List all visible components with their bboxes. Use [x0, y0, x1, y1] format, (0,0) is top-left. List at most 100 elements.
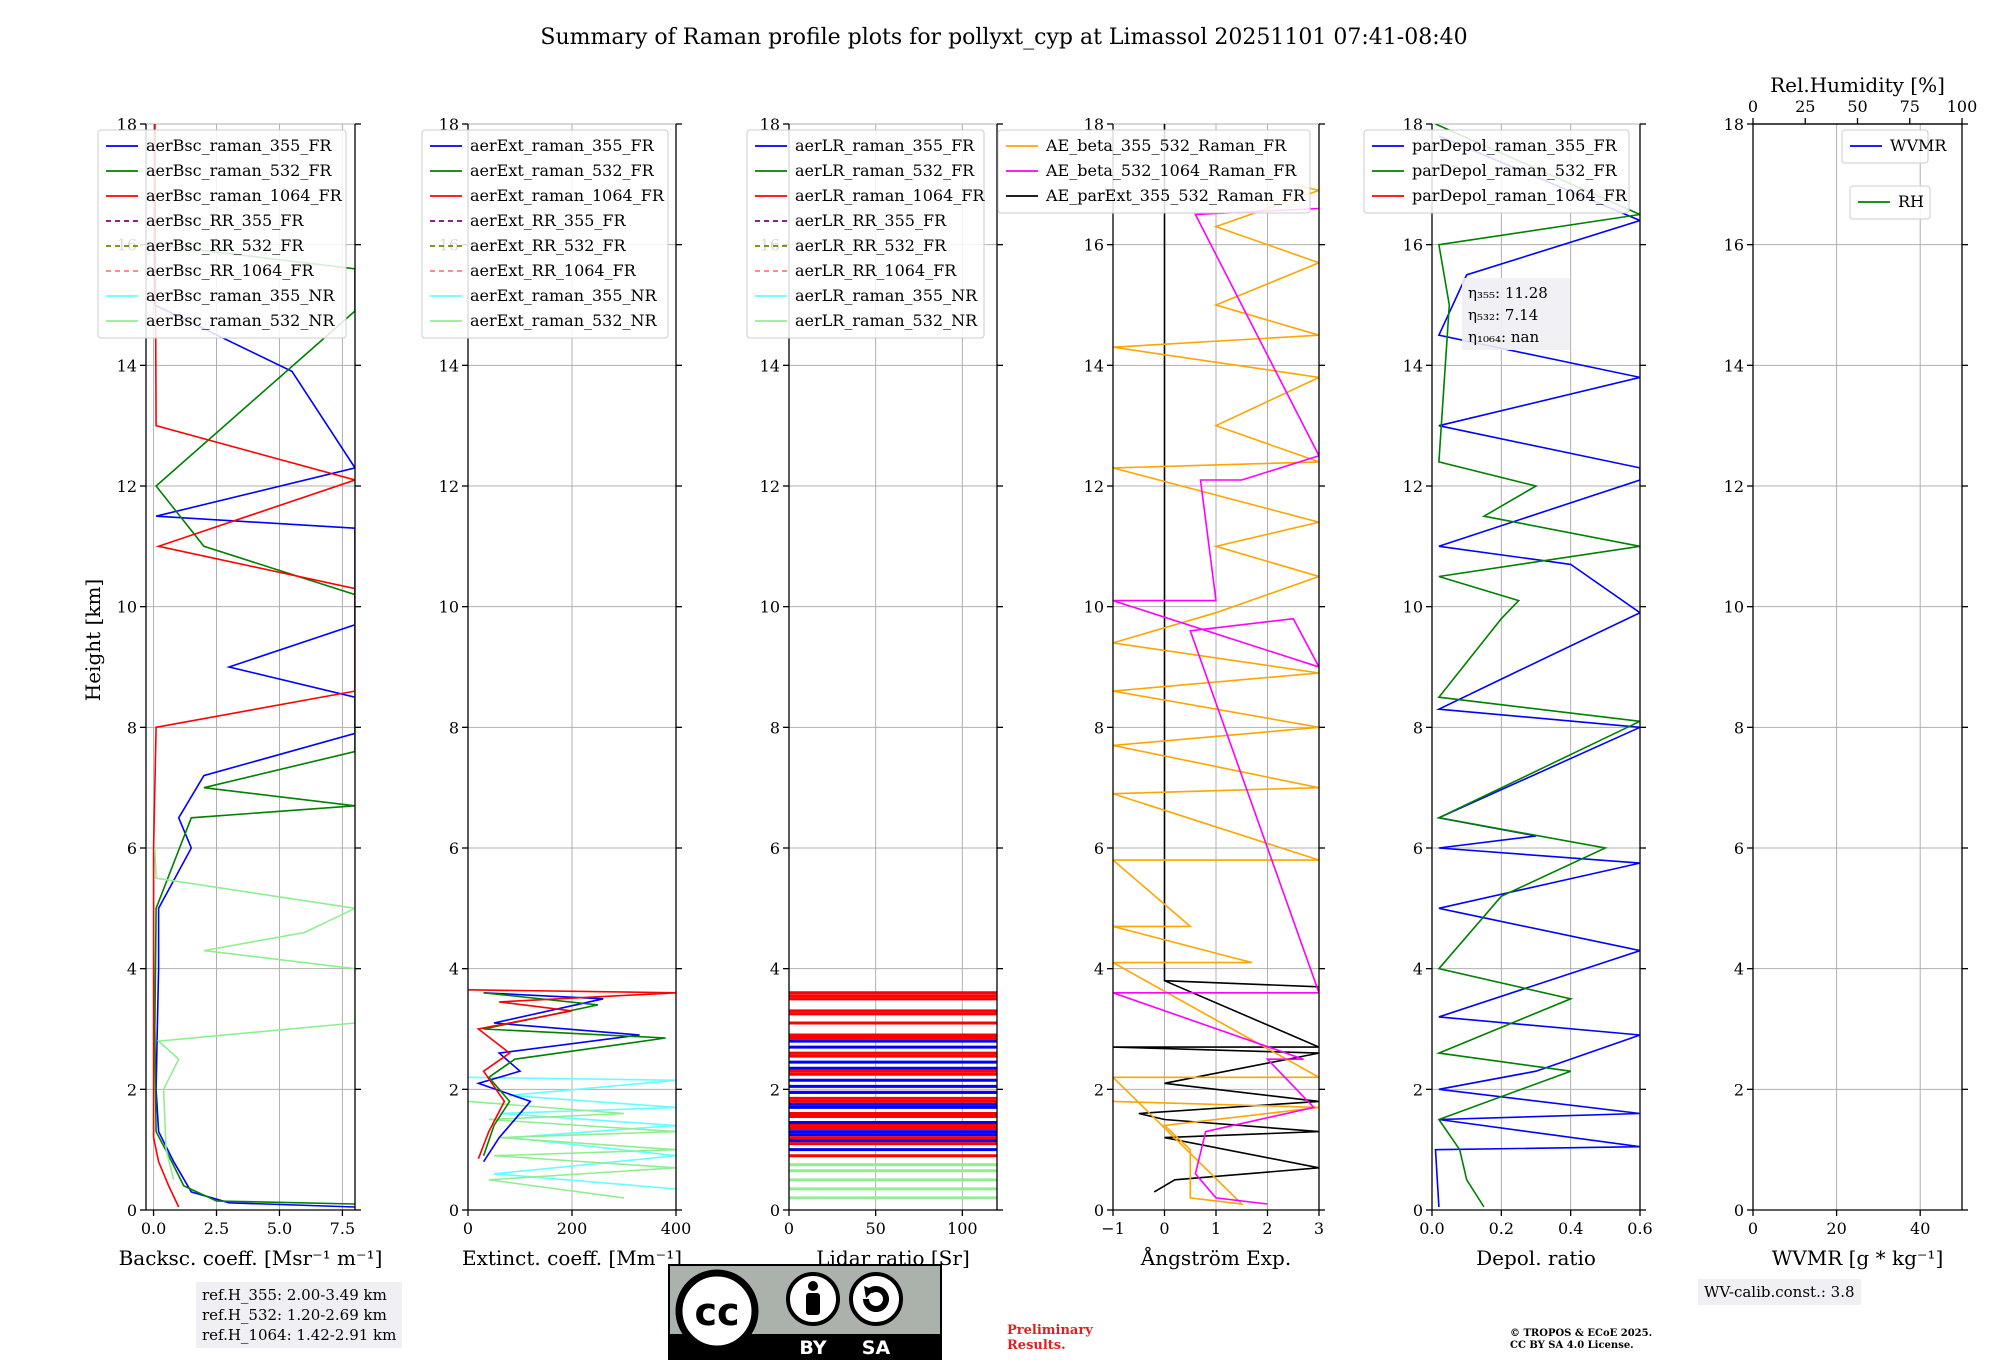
copyright-note: © TROPOS & ECoE 2025. CC BY SA 4.0 Licen… — [1510, 1328, 1652, 1352]
ae-ytick-label: 0 — [1094, 1201, 1104, 1220]
panel-lr: 024681012141618050100Lidar ratio [Sr]aer… — [746, 115, 1003, 1270]
ext-legend-label: aerExt_RR_355_FR — [470, 211, 627, 230]
series-aerExt_raman_1064_FR — [468, 989, 676, 1159]
bsc-legend-label: aerBsc_RR_1064_FR — [146, 261, 315, 280]
series-aerBsc_raman_1064_FR — [152, 124, 355, 1208]
ext-legend-label: aerExt_raman_355_FR — [470, 136, 655, 155]
wv-x-axis-label: WVMR [g * kg⁻¹] — [1772, 1246, 1944, 1270]
wv-top-xtick-label: 100 — [1947, 97, 1978, 116]
wv-xtick-label: 0 — [1748, 1219, 1758, 1238]
bsc-legend-label: aerBsc_raman_532_FR — [146, 161, 332, 180]
ae-legend-label: AE_beta_532_1064_Raman_FR — [1045, 161, 1297, 180]
preliminary-results-note: Preliminary Results. — [1007, 1323, 1093, 1353]
share-alike-arrowhead — [864, 1286, 874, 1298]
bsc-legend-label: aerBsc_raman_355_FR — [146, 136, 332, 155]
copyright-line-2: CC BY SA 4.0 License. — [1510, 1340, 1634, 1351]
depol-xtick-label: 0.6 — [1627, 1219, 1652, 1238]
cc-logo-text: cc — [694, 1290, 739, 1334]
ae-ytick-label: 12 — [1084, 477, 1104, 496]
depol-ytick-label: 14 — [1403, 356, 1423, 375]
bsc-xtick-label: 5.0 — [267, 1219, 292, 1238]
depol-ytick-label: 6 — [1413, 839, 1423, 858]
ae-xtick-label: −1 — [1101, 1219, 1125, 1238]
ext-ytick-label: 18 — [439, 115, 459, 134]
depol-x-axis-label: Depol. ratio — [1476, 1246, 1596, 1270]
sa-label: SA — [862, 1337, 891, 1359]
ae-ytick-label: 8 — [1094, 718, 1104, 737]
ae-ytick-label: 16 — [1084, 236, 1104, 255]
lr-legend-label: aerLR_RR_1064_FR — [795, 261, 957, 280]
depol-legend-label: parDepol_raman_355_FR — [1412, 136, 1618, 155]
lr-data — [789, 991, 997, 1200]
lr-ytick-label: 10 — [760, 598, 780, 617]
ref-h-532: ref.H_532: 1.20-2.69 km — [202, 1306, 387, 1324]
bsc-xtick-label: 7.5 — [330, 1219, 355, 1238]
ae-ytick-label: 6 — [1094, 839, 1104, 858]
ae-legend-box — [997, 129, 1311, 214]
depol-ytick-label: 18 — [1403, 115, 1423, 134]
series-parDepol_raman_532_FR — [1435, 124, 1640, 1208]
wv-legend-label: WVMR — [1890, 136, 1947, 155]
ext-legend-label: aerExt_RR_532_FR — [470, 236, 627, 255]
panel-ext: 0246810121416180200400Extinct. coeff. [M… — [421, 115, 692, 1270]
wv-ytick-label: 18 — [1724, 115, 1744, 134]
ext-legend-label: aerExt_RR_1064_FR — [470, 261, 637, 280]
series-aerExt_raman_355_NR — [468, 1076, 676, 1190]
preliminary-line-2: Results. — [1007, 1338, 1066, 1353]
ae-legend-label: AE_beta_355_532_Raman_FR — [1045, 136, 1287, 155]
ref-h-355: ref.H_355: 2.00-3.49 km — [202, 1286, 387, 1304]
ext-xtick-label: 0 — [463, 1219, 473, 1238]
copyright-line-1: © TROPOS & ECoE 2025. — [1510, 1328, 1653, 1339]
bsc-x-axis-label: Backsc. coeff. [Msr⁻¹ m⁻¹] — [119, 1246, 383, 1270]
bsc-ytick-label: 10 — [117, 598, 137, 617]
ae-ytick-label: 14 — [1084, 356, 1104, 375]
ext-xtick-label: 400 — [661, 1219, 692, 1238]
wv-xtick-label: 20 — [1826, 1219, 1846, 1238]
ae-ytick-label: 18 — [1084, 115, 1104, 134]
bsc-legend-label: aerBsc_raman_1064_FR — [146, 186, 343, 205]
ext-legend-label: aerExt_raman_532_FR — [470, 161, 655, 180]
ext-xtick-label: 200 — [557, 1219, 588, 1238]
wv-top-xtick-label: 25 — [1795, 97, 1815, 116]
lr-ytick-label: 2 — [770, 1080, 780, 1099]
lr-legend-label: aerLR_RR_355_FR — [795, 211, 947, 230]
bsc-ytick-label: 2 — [127, 1080, 137, 1099]
cc-by-sa-license-badge: cc BY SA — [668, 1264, 942, 1360]
wv-ytick-label: 4 — [1734, 960, 1744, 979]
ae-ytick-label: 4 — [1094, 960, 1104, 979]
ae-xtick-label: 0 — [1159, 1219, 1169, 1238]
lr-ytick-label: 6 — [770, 839, 780, 858]
lr-legend-label: aerLR_RR_532_FR — [795, 236, 947, 255]
share-alike-icon — [849, 1272, 903, 1326]
ext-ytick-label: 10 — [439, 598, 459, 617]
bsc-legend-label: aerBsc_RR_532_FR — [146, 236, 304, 255]
preliminary-line-1: Preliminary — [1007, 1323, 1093, 1338]
wv-legend-box — [1841, 129, 1929, 164]
bsc-ytick-label: 12 — [117, 477, 137, 496]
bsc-legend-label: aerBsc_RR_355_FR — [146, 211, 304, 230]
series-AE_beta_355_532_Raman_FR — [1113, 183, 1319, 1206]
wv-rh-legend-label: RH — [1898, 192, 1924, 211]
ext-ytick-label: 6 — [449, 839, 459, 858]
share-alike-arrow — [863, 1286, 889, 1312]
series-aerBsc_raman_532_NR — [154, 847, 355, 1180]
series-aerBsc_raman_355_FR — [154, 124, 355, 1208]
y-axis-label: Height [km] — [81, 579, 105, 701]
ae-ytick-label: 10 — [1084, 598, 1104, 617]
lr-legend-label: aerLR_raman_1064_FR — [795, 186, 985, 205]
person-body — [806, 1293, 820, 1315]
depol-eta-line: η₁₀₆₄: nan — [1468, 328, 1539, 346]
depol-legend-label: parDepol_raman_532_FR — [1412, 161, 1618, 180]
depol-ytick-label: 10 — [1403, 598, 1423, 617]
lr-legend-label: aerLR_raman_532_NR — [795, 311, 978, 330]
depol-ytick-label: 12 — [1403, 477, 1423, 496]
bsc-xtick-label: 2.5 — [204, 1219, 229, 1238]
depol-ytick-label: 8 — [1413, 718, 1423, 737]
lr-xtick-label: 100 — [947, 1219, 978, 1238]
ref-h-1064: ref.H_1064: 1.42-2.91 km — [202, 1326, 397, 1344]
wv-ytick-label: 8 — [1734, 718, 1744, 737]
ext-ytick-label: 8 — [449, 718, 459, 737]
